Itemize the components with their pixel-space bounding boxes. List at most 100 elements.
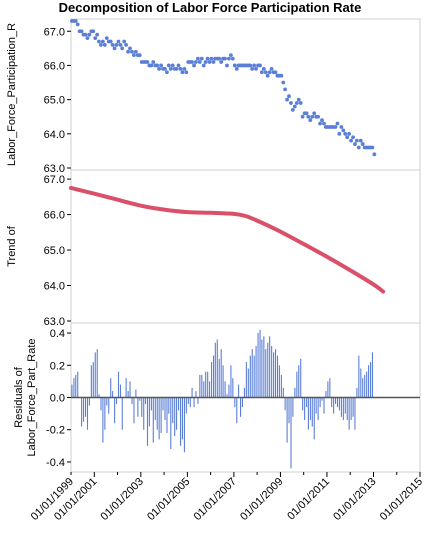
observed-point	[166, 63, 171, 68]
x-tick-label: 01/01/2011	[285, 476, 332, 523]
residual-bar	[261, 339, 263, 398]
observed-point	[155, 63, 160, 68]
observed-point	[322, 121, 326, 126]
chart-title: Decomposition of Labor Force Participati…	[58, 0, 362, 15]
residual-bar	[257, 333, 259, 398]
residual-bar	[350, 397, 352, 421]
residual-bar	[354, 397, 356, 430]
residual-bar	[294, 387, 296, 398]
residual-bar	[187, 397, 189, 404]
observed-point	[223, 56, 227, 61]
observed-point	[157, 66, 161, 71]
residual-bar	[298, 365, 300, 398]
observed-point	[294, 101, 299, 105]
residual-bar	[218, 358, 220, 398]
observed-point	[335, 121, 340, 126]
observed-point	[168, 66, 173, 71]
observed-point	[100, 39, 105, 44]
residual-bar	[176, 397, 178, 430]
observed-point	[292, 104, 297, 109]
observed-point	[259, 70, 264, 75]
residual-bar	[306, 397, 308, 408]
observed-point	[333, 125, 338, 129]
residual-bar	[178, 397, 180, 411]
residual-bar	[309, 397, 311, 421]
observed-point	[234, 66, 239, 71]
residual-bar	[100, 397, 102, 411]
residual-bar	[131, 397, 133, 404]
observed-point	[159, 63, 163, 68]
observed-point	[254, 66, 258, 71]
observed-point	[217, 56, 222, 61]
residual-bar	[342, 397, 344, 421]
observed-point	[87, 32, 92, 37]
observed-point	[306, 114, 311, 119]
residual-bar	[317, 397, 319, 421]
observed-point	[163, 66, 167, 71]
x-tick-label: 01/01/2013	[331, 476, 378, 523]
x-tick-label: 01/01/2009	[238, 476, 285, 523]
residual-bar	[160, 397, 162, 433]
observed-point	[126, 49, 130, 54]
residual-bar	[214, 342, 216, 398]
observed-point	[124, 43, 128, 47]
observed-point	[296, 97, 301, 102]
observed-point	[207, 60, 212, 64]
observed-point	[79, 29, 84, 34]
residual-bar	[267, 342, 269, 398]
observed-point	[104, 36, 109, 40]
observed-point	[118, 43, 123, 47]
residual-bar	[94, 352, 96, 398]
observed-point	[180, 70, 185, 75]
observed-point	[347, 131, 352, 136]
residual-bar	[183, 397, 185, 453]
observed-point	[209, 56, 214, 61]
residual-bar	[321, 397, 323, 401]
observed-point	[360, 142, 365, 146]
residual-bar	[125, 378, 127, 398]
observed-point	[252, 63, 257, 68]
residual-bar	[245, 362, 247, 398]
residual-bar	[325, 391, 327, 398]
observed-point	[151, 60, 156, 64]
observed-point	[201, 63, 206, 68]
residual-bar	[371, 352, 374, 398]
observed-point	[116, 39, 121, 44]
residual-bar	[143, 397, 145, 430]
observed-point	[176, 63, 181, 68]
residual-bar	[366, 371, 368, 398]
residual-bar	[259, 329, 261, 398]
residual-bar	[158, 397, 160, 440]
observed-point	[370, 145, 375, 150]
residual-bar	[129, 381, 131, 398]
y-tick-label-observed: 66.0	[44, 60, 65, 72]
observed-point	[320, 118, 324, 123]
observed-point	[174, 66, 179, 71]
residual-bar	[115, 397, 118, 404]
observed-point	[197, 60, 202, 64]
observed-point	[232, 63, 237, 68]
observed-point	[341, 128, 346, 133]
observed-point	[304, 111, 309, 116]
residual-bar	[152, 397, 154, 443]
residual-bar	[302, 397, 304, 411]
residual-bar	[253, 355, 255, 398]
y-tick-label-observed: 65.0	[44, 95, 65, 107]
residual-bar	[86, 397, 89, 430]
observed-point	[308, 118, 313, 123]
residual-bar	[133, 397, 135, 424]
residual-bar	[276, 355, 279, 398]
residual-bar	[92, 362, 94, 398]
residual-bar	[340, 397, 342, 417]
residual-bar	[164, 397, 166, 421]
residual-bar	[114, 397, 116, 424]
residual-bar	[84, 397, 87, 417]
x-tick-label: 01/01/2003	[99, 476, 146, 523]
residual-bar	[319, 397, 321, 408]
observed-point	[130, 49, 134, 54]
residual-bar	[300, 358, 302, 398]
observed-point	[203, 60, 208, 64]
residual-bar	[137, 397, 139, 417]
residual-bar	[290, 397, 292, 469]
residual-bar	[288, 397, 290, 424]
